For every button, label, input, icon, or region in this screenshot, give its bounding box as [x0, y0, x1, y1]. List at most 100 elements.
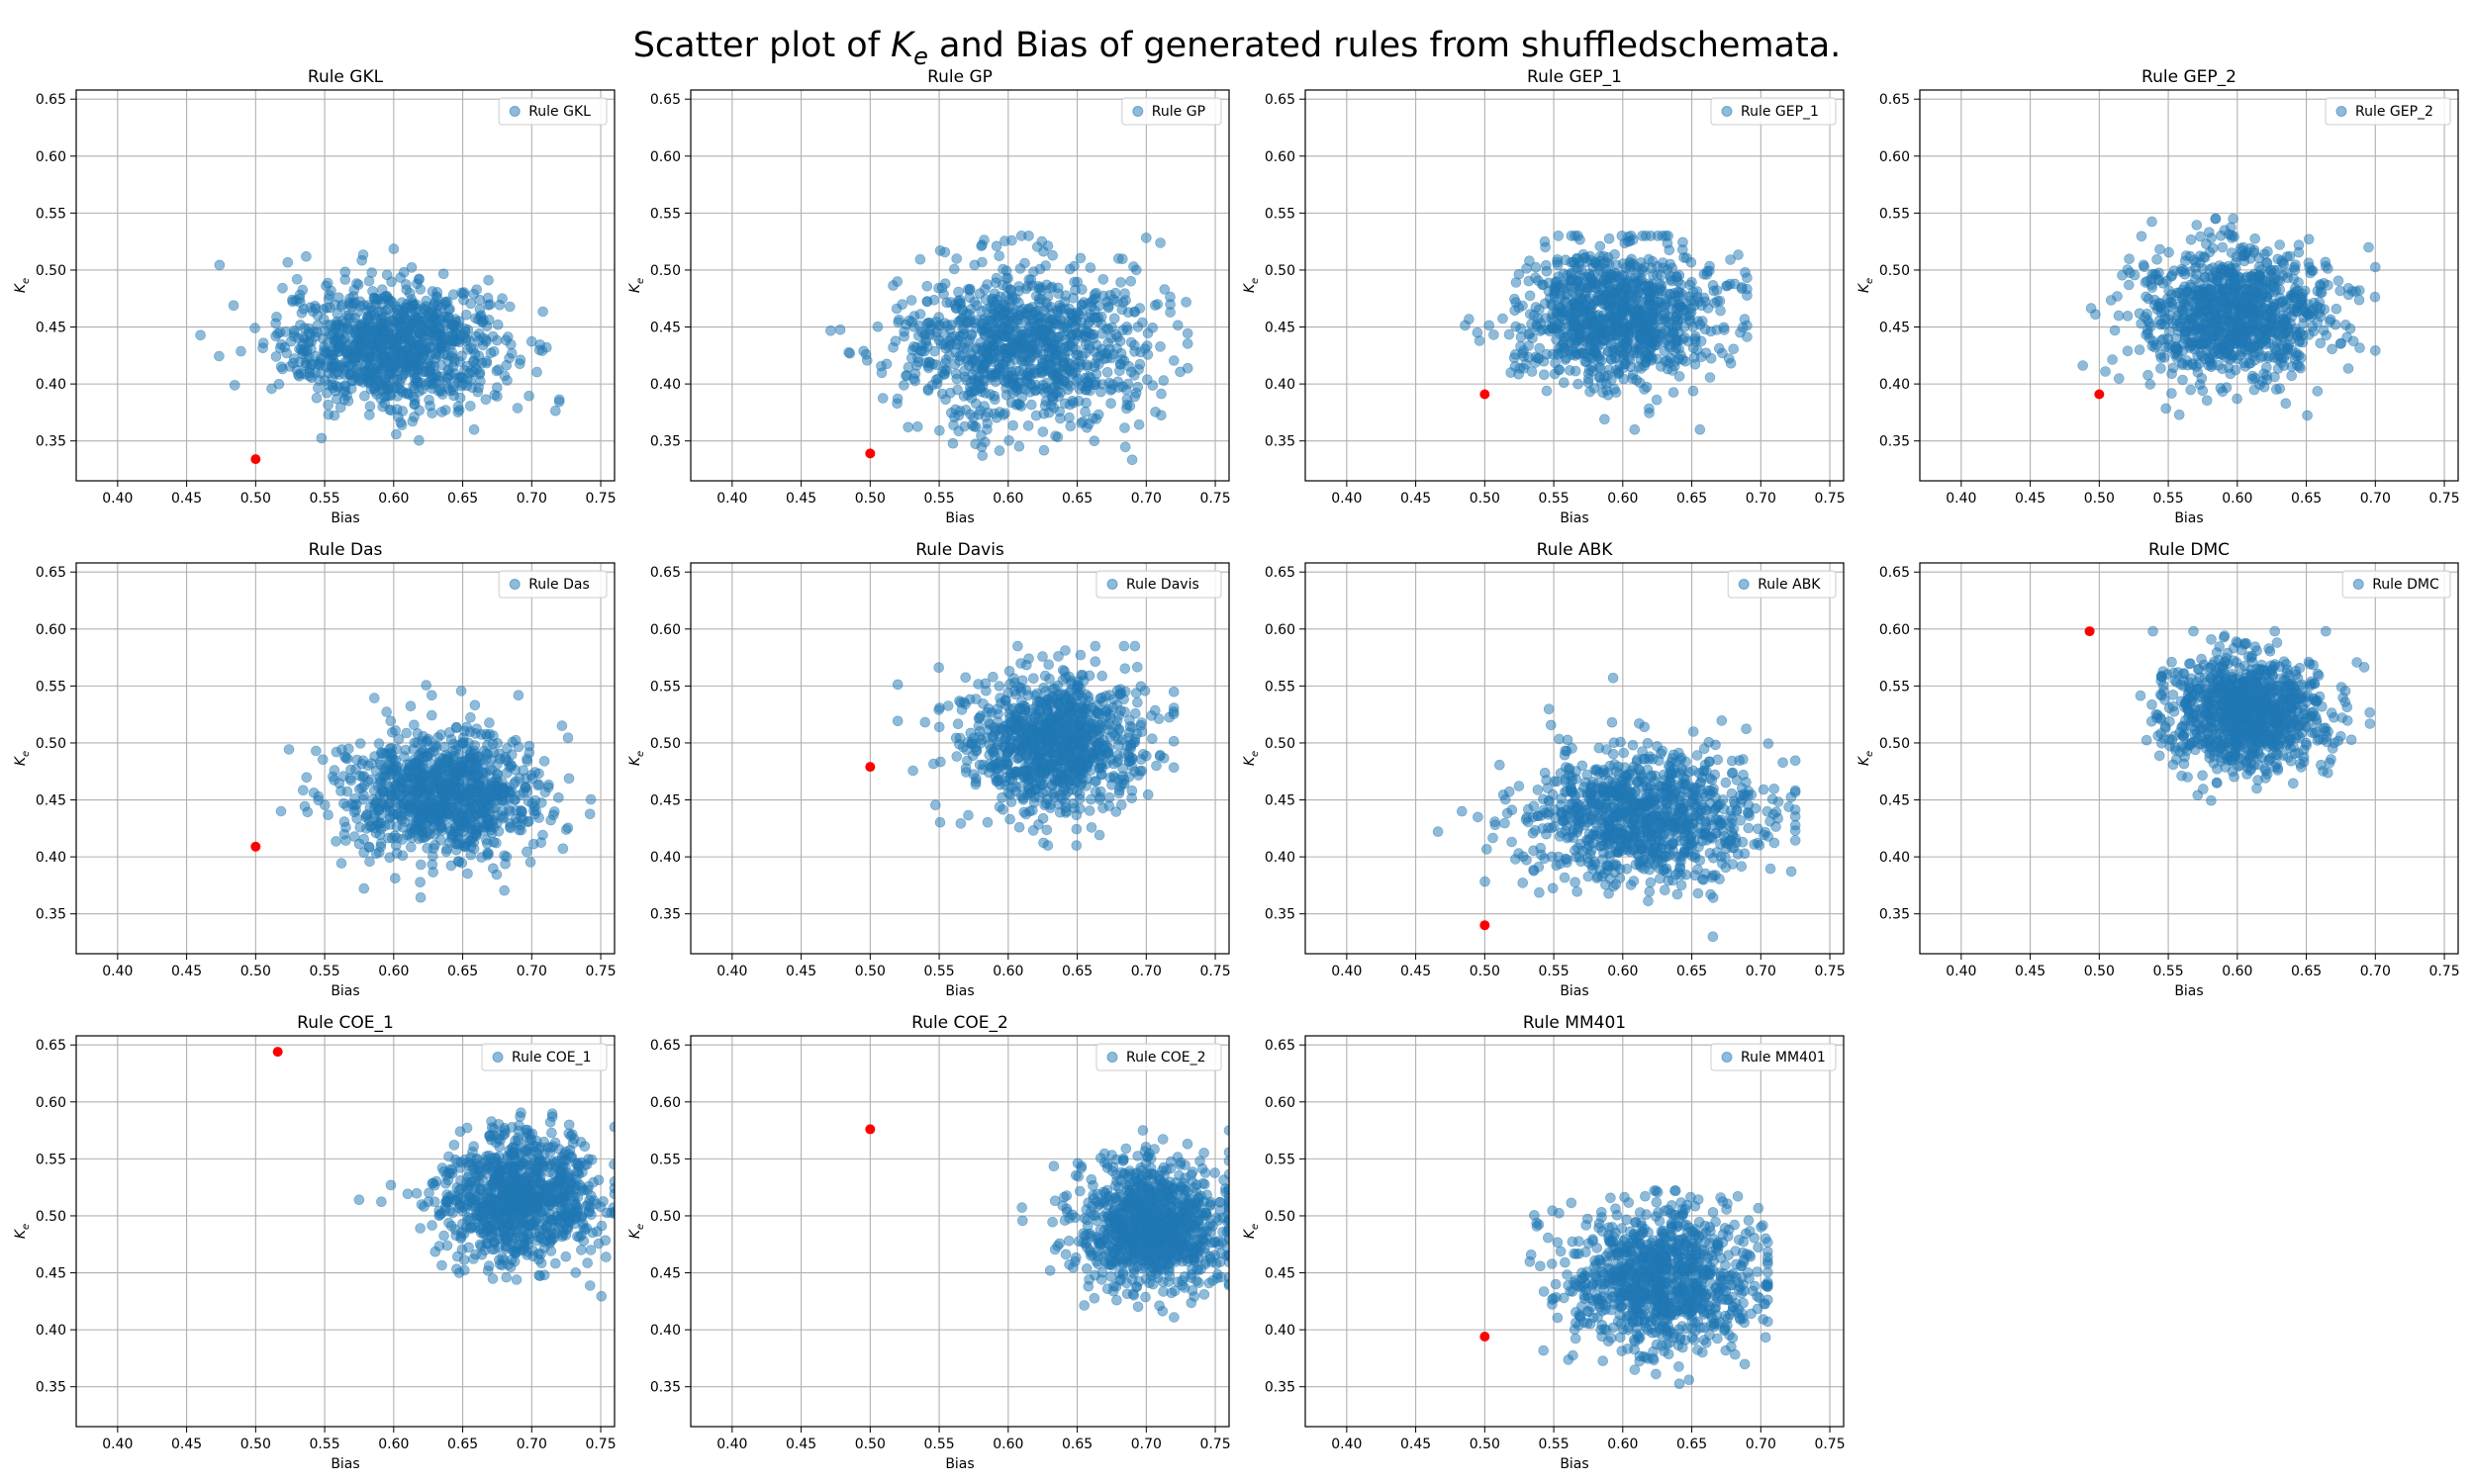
data-point: [1156, 410, 1167, 421]
data-point: [1600, 335, 1612, 347]
data-point: [398, 266, 410, 278]
y-tick-label: 0.45: [1879, 321, 1910, 336]
data-point: [319, 799, 331, 811]
data-point: [2198, 326, 2210, 337]
data-point: [1062, 322, 1073, 333]
data-point: [329, 775, 340, 786]
data-point: [949, 330, 961, 342]
data-point: [2199, 297, 2210, 308]
data-point: [2277, 257, 2289, 268]
data-point: [2173, 409, 2185, 420]
data-point: [1594, 240, 1606, 252]
legend-marker: [1132, 106, 1144, 117]
data-point: [379, 398, 391, 409]
data-point: [371, 294, 383, 306]
data-point: [1685, 295, 1696, 307]
data-point: [825, 325, 836, 336]
data-point: [2203, 359, 2215, 371]
legend-box: [2325, 97, 2451, 126]
data-point: [936, 388, 948, 400]
y-tick-label: 0.60: [1265, 149, 1295, 165]
data-point: [236, 345, 246, 357]
data-point: [1725, 357, 1737, 369]
x-tick-label: 0.70: [1131, 491, 1162, 507]
data-point: [2312, 386, 2324, 397]
data-point: [301, 250, 312, 262]
data-point: [397, 369, 409, 381]
data-point: [386, 405, 397, 417]
data-point: [1066, 368, 1078, 380]
data-point: [2192, 315, 2203, 325]
data-point: [2325, 316, 2335, 327]
data-point: [876, 367, 888, 379]
data-point: [373, 847, 385, 858]
data-point: [349, 353, 360, 364]
data-point: [2154, 243, 2165, 255]
data-point: [1036, 235, 1048, 247]
data-point: [304, 352, 315, 364]
data-point: [467, 343, 479, 355]
data-point: [423, 308, 434, 320]
data-point: [1037, 325, 1049, 336]
data-point: [585, 793, 597, 805]
data-point: [934, 424, 945, 436]
data-point: [557, 843, 569, 855]
data-point: [2217, 241, 2229, 253]
data-point: [2160, 403, 2171, 415]
data-point: [364, 856, 375, 868]
x-tick-label: 0.55: [1538, 491, 1569, 507]
data-point: [1000, 330, 1012, 342]
data-point: [407, 354, 419, 366]
data-point: [892, 398, 903, 410]
data-point: [2200, 271, 2211, 283]
data-point: [2174, 317, 2186, 328]
data-point: [1052, 431, 1064, 443]
data-point: [341, 390, 352, 402]
y-tick-label: 0.60: [1879, 149, 1910, 165]
data-point: [1102, 337, 1113, 348]
data-point: [1684, 314, 1695, 325]
data-point: [2293, 246, 2305, 258]
x-tick-label: 0.70: [517, 491, 547, 507]
data-point: [1071, 344, 1082, 355]
data-point: [395, 417, 407, 428]
data-point: [959, 420, 971, 432]
data-point: [343, 310, 354, 321]
data-point: [1725, 254, 1736, 265]
data-point: [1656, 269, 1666, 281]
data-point: [1159, 284, 1171, 295]
data-point: [293, 369, 304, 380]
data-point: [2261, 292, 2273, 303]
data-point: [932, 373, 944, 385]
data-point: [1173, 320, 1184, 331]
data-point: [365, 351, 377, 363]
data-point: [899, 380, 909, 391]
data-point: [1051, 377, 1063, 388]
data-point: [891, 303, 903, 315]
legend-marker: [1721, 106, 1733, 117]
data-point: [277, 282, 288, 294]
data-point: [1541, 265, 1553, 277]
data-point: [1603, 311, 1615, 323]
data-point: [1147, 380, 1159, 391]
data-point: [1582, 368, 1594, 379]
data-point: [2213, 276, 2224, 287]
data-point: [2185, 234, 2197, 245]
data-point: [2249, 354, 2260, 366]
data-point: [1677, 236, 1688, 248]
data-point: [2303, 233, 2315, 245]
data-point: [428, 317, 440, 328]
data-point: [1570, 258, 1580, 269]
data-point: [916, 326, 928, 338]
data-point: [461, 721, 473, 733]
data-point: [2254, 269, 2265, 281]
data-point: [474, 294, 486, 306]
data-point: [2117, 269, 2128, 281]
data-point: [1626, 293, 1637, 304]
data-point: [1182, 327, 1193, 339]
data-point: [1560, 279, 1571, 290]
data-point: [388, 360, 400, 371]
data-point: [980, 358, 992, 370]
data-point: [1059, 303, 1070, 315]
data-point: [996, 365, 1007, 377]
